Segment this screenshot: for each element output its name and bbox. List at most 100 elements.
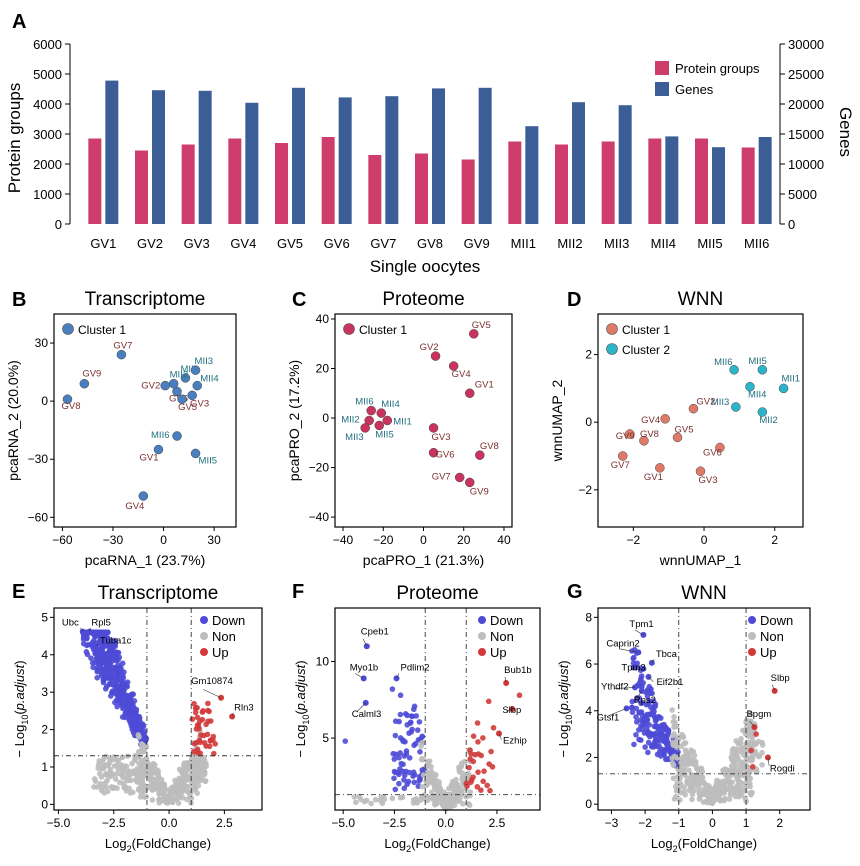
volcano-point-down bbox=[416, 719, 423, 725]
volcano-point-non bbox=[707, 797, 714, 804]
volcano-point-non bbox=[154, 771, 161, 778]
volcano-point-down bbox=[633, 714, 639, 720]
volcano-point-non bbox=[436, 792, 442, 799]
category-label: GV7 bbox=[370, 236, 396, 251]
x-axis-title: wnnUMAP_1 bbox=[659, 552, 742, 568]
volcano-point-down bbox=[106, 647, 113, 653]
gene-leader-line bbox=[355, 673, 364, 679]
ylabel-part: − Log bbox=[556, 725, 571, 758]
volcano-point-non bbox=[686, 751, 692, 758]
genes-bar bbox=[385, 96, 399, 224]
point-label-gv9: GV9 bbox=[82, 369, 101, 380]
volcano-point-up bbox=[189, 716, 196, 722]
genes-bar bbox=[432, 88, 445, 225]
volcano-point-non bbox=[102, 771, 109, 778]
volcano-point-up bbox=[203, 721, 209, 728]
panel-b-transcriptome-pca: Transcriptome−60 −30 0 30−60−30030pcaRNA_1 … bbox=[5, 289, 237, 568]
volcano-point-down bbox=[391, 775, 397, 782]
volcano-point-non bbox=[202, 760, 208, 767]
plot-frame bbox=[597, 313, 804, 528]
gene-leader-line bbox=[619, 648, 639, 653]
volcano-point-up bbox=[192, 705, 199, 712]
volcano-point-non bbox=[141, 794, 148, 800]
x-tick-label: −2 bbox=[638, 816, 652, 830]
volcano-point-down bbox=[126, 693, 132, 700]
volcano-point-non bbox=[418, 797, 424, 803]
volcano-point-down bbox=[653, 736, 659, 743]
volcano-point-non bbox=[197, 777, 204, 784]
volcano-point-down bbox=[116, 664, 123, 671]
volcano-point-down bbox=[108, 676, 114, 682]
volcano-point-non bbox=[691, 752, 698, 759]
point-gv8 bbox=[639, 436, 649, 446]
legend-dot-down bbox=[200, 616, 208, 624]
legend-dot-non bbox=[478, 632, 486, 640]
volcano-point-up bbox=[212, 741, 218, 747]
volcano-point-non bbox=[175, 800, 182, 806]
volcano-point-non bbox=[721, 790, 728, 796]
legend-swatch-protein bbox=[655, 61, 669, 75]
panel-d-wnn-umap: WNN −2 0 2 −2 0 2 wnnUMAP_1 wnnUMAP_2 Cluster 1 Cl… bbox=[549, 289, 804, 568]
gene-label-eif2b1: Eif2b1 bbox=[656, 677, 683, 688]
panel-title: Transcriptome bbox=[85, 289, 206, 310]
y-axis-title: − Log10(p.adjust) bbox=[293, 660, 311, 757]
volcano-point-non bbox=[428, 789, 435, 796]
volcano-point-down bbox=[414, 727, 421, 733]
volcano-point-non bbox=[420, 756, 427, 763]
volcano-point-down bbox=[106, 667, 112, 673]
x-tick-label: −5.0 bbox=[331, 816, 355, 830]
point-label-mii3: MII3 bbox=[345, 432, 363, 443]
volcano-point-down bbox=[408, 713, 415, 719]
legend-dot-non bbox=[200, 632, 208, 640]
volcano-point-down bbox=[645, 739, 652, 746]
category-label: MII2 bbox=[557, 236, 582, 251]
volcano-point-down bbox=[657, 737, 664, 744]
volcano-point-non bbox=[436, 779, 442, 785]
volcano-point-down bbox=[636, 736, 642, 743]
volcano-point-down bbox=[141, 731, 147, 738]
volcano-point-down bbox=[413, 713, 420, 719]
volcano-point-non bbox=[735, 755, 741, 761]
gene-leader-line bbox=[357, 702, 366, 712]
left-tick-label: 5000 bbox=[33, 67, 62, 82]
volcano-point-down bbox=[411, 779, 417, 786]
volcano-point-non bbox=[111, 763, 118, 769]
volcano-point-down bbox=[83, 642, 90, 649]
volcano-point-down bbox=[96, 652, 102, 659]
gene-label-bpgm: Bpgm bbox=[746, 709, 771, 720]
legend-dot-non bbox=[748, 632, 756, 640]
xlabel-sub: 2 bbox=[673, 844, 678, 854]
legend-label-non: Non bbox=[490, 629, 514, 644]
volcano-point-non bbox=[378, 794, 385, 800]
volcano-point-up bbox=[194, 722, 201, 729]
gene-label-calml3: Calml3 bbox=[352, 709, 382, 720]
volcano-point-non bbox=[167, 796, 173, 803]
volcano-point-down bbox=[99, 666, 105, 672]
point-label-mii5: MII5 bbox=[199, 455, 217, 466]
plot-frame bbox=[334, 607, 541, 811]
ylabel-part: ) bbox=[12, 660, 27, 664]
volcano-point-non bbox=[742, 780, 748, 787]
volcano-point-up bbox=[489, 764, 496, 770]
xlabel-part: (FoldChange) bbox=[132, 836, 212, 851]
legend-label-cluster-1: Cluster 1 bbox=[622, 323, 670, 337]
point-mii5 bbox=[190, 448, 201, 459]
volcano-point-non bbox=[720, 767, 726, 774]
point-label-mii1: MII1 bbox=[180, 364, 198, 375]
y-tick-label: 1 bbox=[41, 760, 48, 774]
volcano-point-down bbox=[656, 732, 663, 738]
gene-leader-line bbox=[504, 676, 507, 684]
legend-dot-up bbox=[200, 648, 208, 656]
legend-label-genes: Genes bbox=[675, 82, 714, 97]
point-label-gv8: GV8 bbox=[61, 401, 80, 412]
legend-dot-down bbox=[748, 616, 756, 624]
volcano-point-non bbox=[727, 780, 734, 787]
point-mii3 bbox=[360, 423, 370, 433]
ylabel-part: − Log bbox=[12, 725, 27, 758]
volcano-point-non bbox=[670, 762, 677, 769]
gene-leader-line bbox=[231, 712, 234, 717]
volcano-point-up bbox=[475, 739, 481, 745]
volcano-point-non bbox=[725, 785, 732, 791]
volcano-point-up bbox=[470, 758, 477, 765]
point-mii1 bbox=[382, 415, 393, 426]
